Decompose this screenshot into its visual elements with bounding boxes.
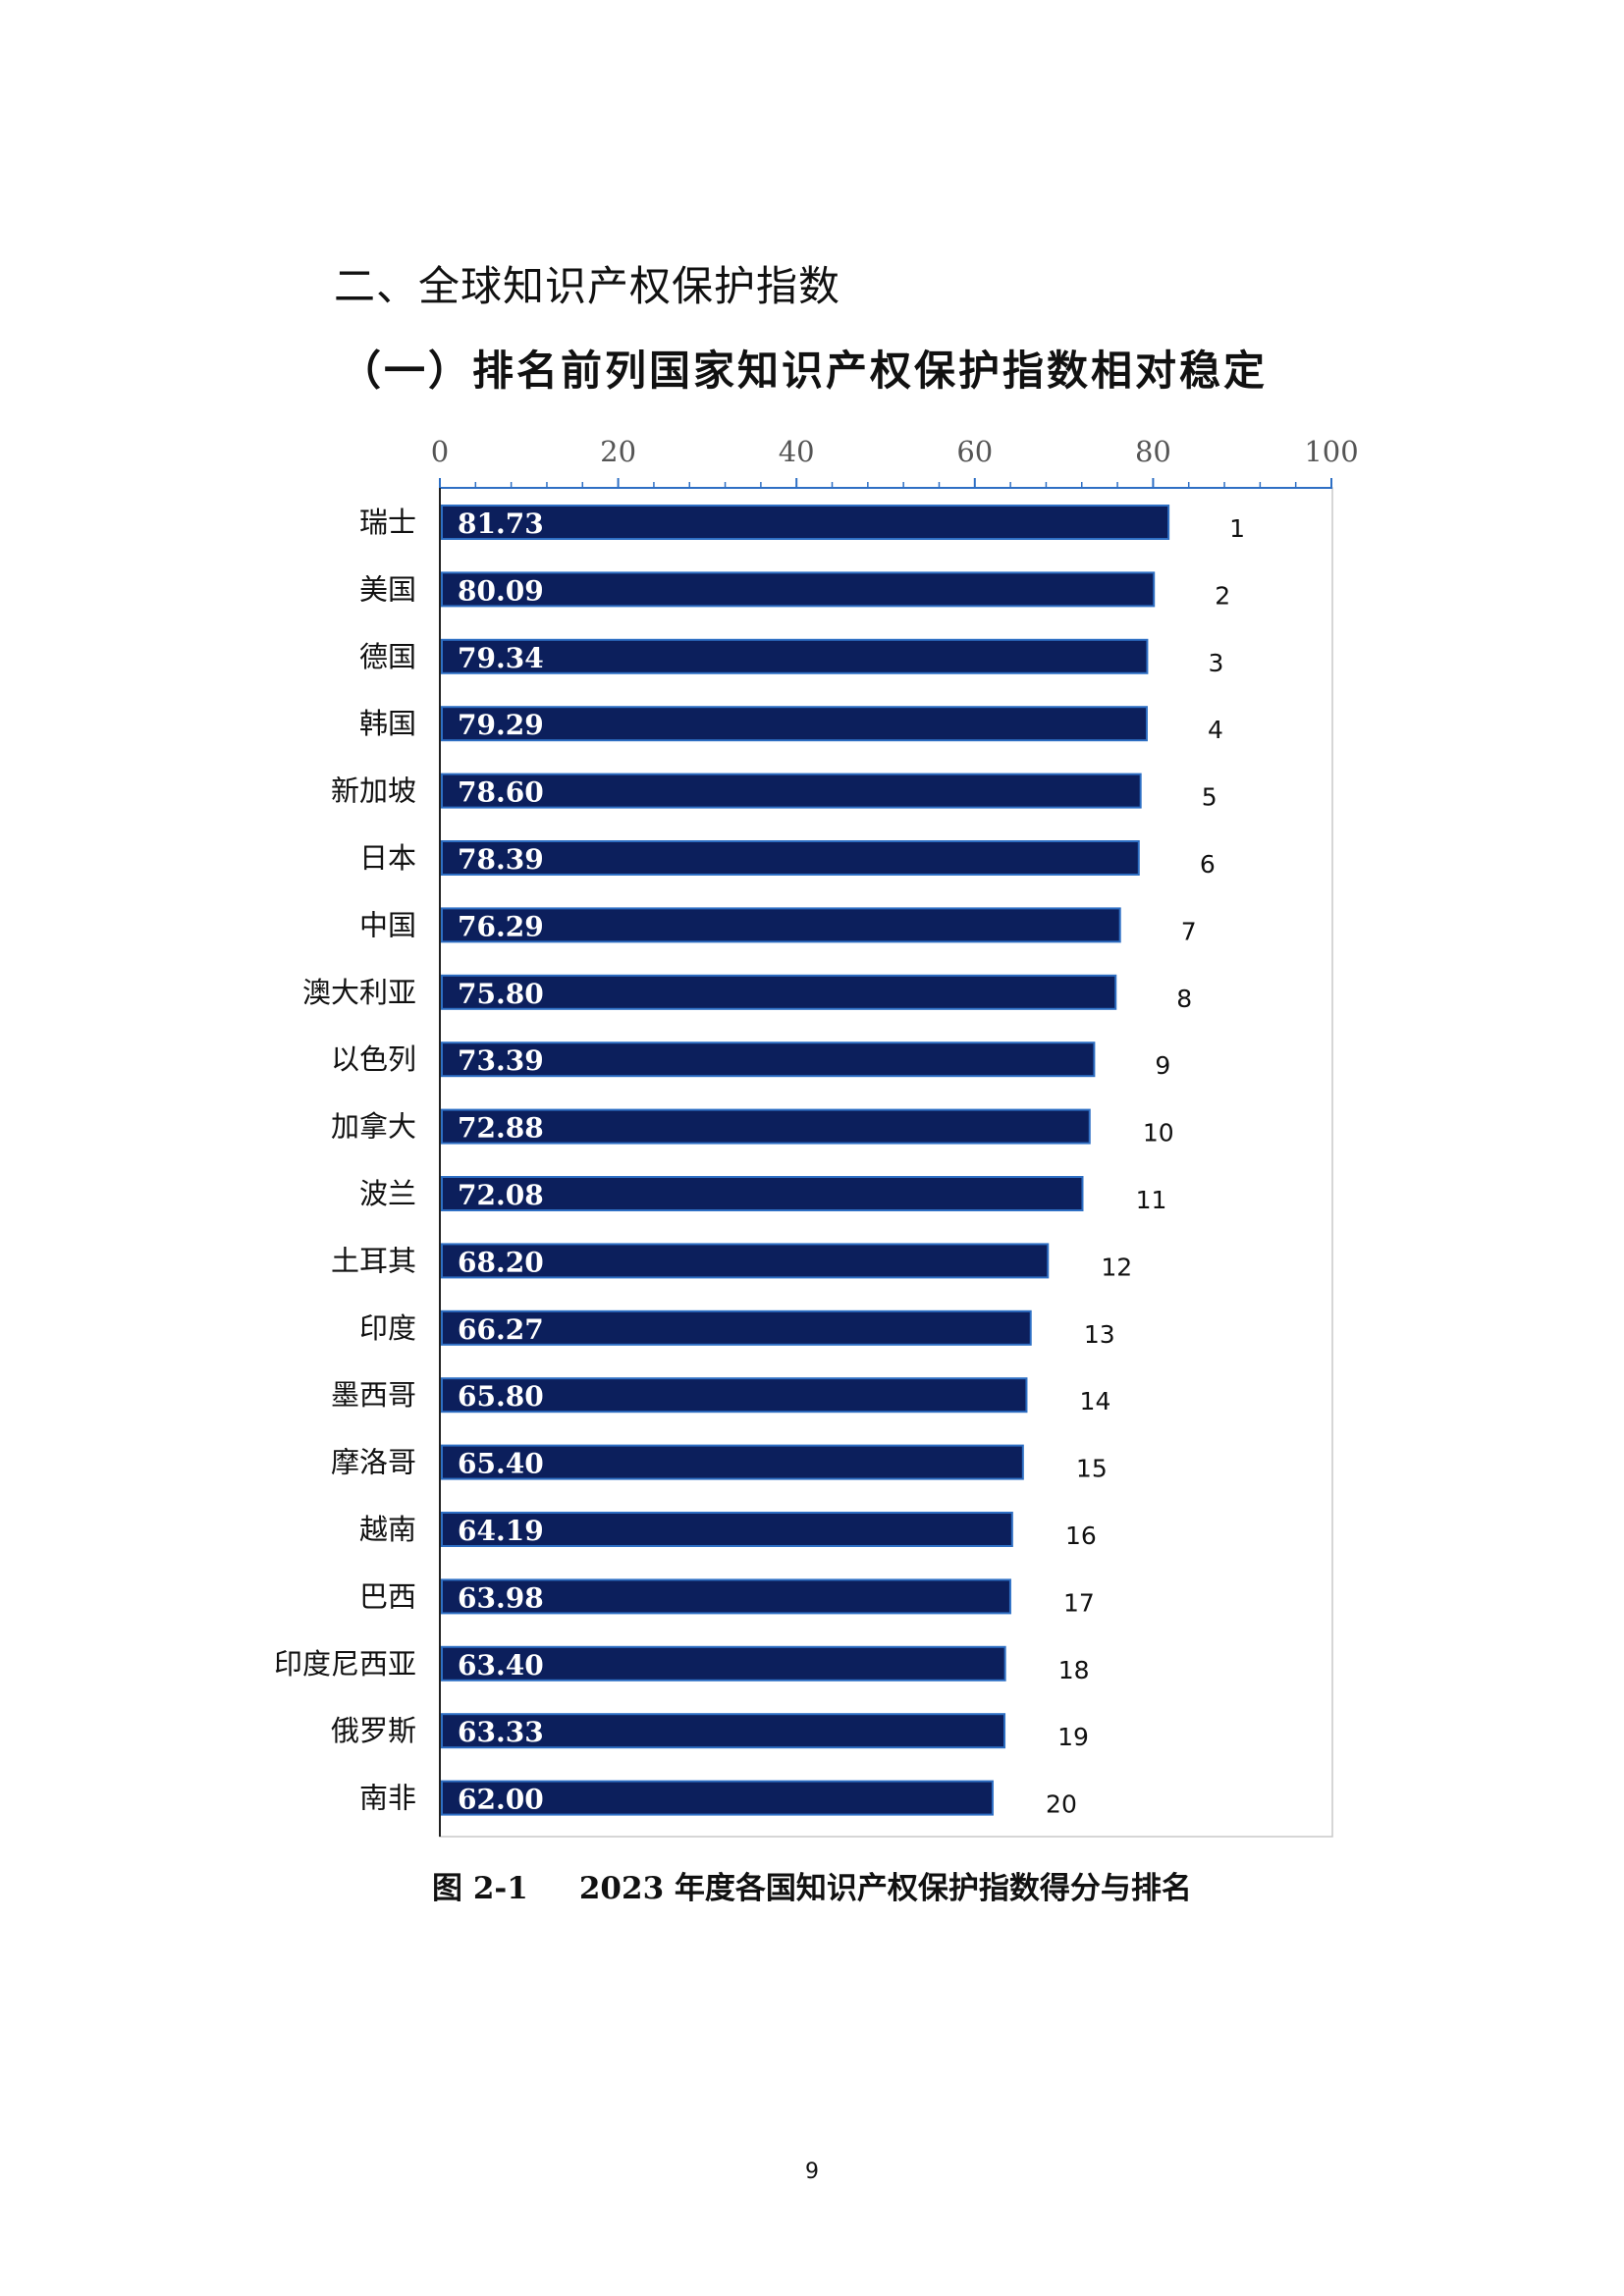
rank-label: 19 — [1057, 1723, 1089, 1751]
bar — [441, 1780, 994, 1816]
bar — [441, 840, 1140, 876]
section-heading: 二、全球知识产权保护指数 — [334, 262, 841, 310]
value-label: 72.88 — [458, 1112, 544, 1145]
rank-label: 10 — [1143, 1119, 1174, 1148]
value-label: 78.39 — [458, 843, 544, 876]
value-label: 64.19 — [458, 1515, 544, 1547]
value-label: 65.40 — [458, 1448, 544, 1480]
rank-label: 13 — [1084, 1320, 1115, 1349]
value-label: 79.34 — [458, 642, 544, 674]
bar — [441, 1713, 1006, 1749]
rank-label: 2 — [1215, 581, 1230, 610]
rank-label: 7 — [1181, 917, 1197, 945]
bar — [441, 1309, 1032, 1346]
rank-label: 17 — [1063, 1588, 1095, 1617]
x-tick-label: 20 — [600, 435, 636, 468]
bar — [441, 1377, 1028, 1414]
rank-label: 1 — [1229, 514, 1245, 543]
bar — [441, 1645, 1006, 1682]
category-label: 土耳其 — [331, 1244, 416, 1277]
category-label: 以色列 — [331, 1042, 416, 1076]
category-label: 美国 — [359, 572, 416, 606]
category-label: 新加坡 — [331, 774, 416, 808]
x-tick-label: 80 — [1135, 435, 1171, 468]
bar — [441, 907, 1121, 943]
x-tick-label: 60 — [956, 435, 993, 468]
value-label: 76.29 — [458, 910, 544, 942]
category-label: 日本 — [359, 841, 416, 875]
plot-area-border — [439, 487, 1333, 1838]
category-label: 巴西 — [359, 1579, 416, 1613]
category-label: 瑞士 — [359, 506, 416, 539]
category-label: 印度尼西亚 — [274, 1647, 416, 1681]
value-label: 81.73 — [458, 507, 544, 540]
bar — [441, 773, 1142, 809]
bar — [441, 974, 1117, 1010]
category-label: 摩洛哥 — [331, 1446, 416, 1479]
rank-label: 8 — [1176, 985, 1192, 1013]
bar — [441, 1578, 1011, 1615]
subsection-heading: （一）排名前列国家知识产权保护指数相对稳定 — [340, 347, 1269, 395]
bar — [441, 706, 1148, 742]
value-label: 72.08 — [458, 1179, 544, 1211]
x-tick-label: 0 — [431, 435, 449, 468]
value-label: 63.98 — [458, 1581, 544, 1614]
figure-title: 2023 年度各国知识产权保护指数得分与排名 — [578, 1871, 1192, 1906]
bar — [441, 1243, 1050, 1279]
rank-label: 16 — [1065, 1522, 1097, 1550]
bar — [441, 505, 1170, 540]
value-label: 62.00 — [458, 1784, 544, 1816]
bar — [441, 638, 1149, 674]
rank-label: 9 — [1155, 1051, 1170, 1080]
category-label: 韩国 — [359, 707, 416, 740]
page-number: 9 — [805, 2160, 819, 2184]
rank-label: 11 — [1136, 1186, 1167, 1214]
rank-label: 6 — [1200, 850, 1216, 879]
value-label: 63.40 — [458, 1649, 544, 1682]
value-label: 75.80 — [458, 978, 544, 1010]
figure-number: 图 2-1 — [432, 1871, 528, 1906]
rank-label: 5 — [1202, 783, 1218, 812]
value-label: 63.33 — [458, 1716, 544, 1748]
rank-label: 12 — [1101, 1253, 1132, 1281]
bar — [441, 1512, 1013, 1547]
category-label: 澳大利亚 — [302, 976, 416, 1009]
value-label: 80.09 — [458, 574, 544, 607]
category-label: 印度 — [359, 1311, 416, 1345]
bar — [441, 1041, 1096, 1078]
value-label: 66.27 — [458, 1313, 544, 1346]
value-label: 68.20 — [458, 1246, 544, 1278]
bar — [441, 1108, 1091, 1145]
bar-series: 瑞士 81.73 1 美国 80.09 2 德国 79.34 3 韩国 79.29 4 新加坡 78.60… — [274, 505, 1245, 1819]
rank-label: 15 — [1076, 1455, 1108, 1483]
category-label: 俄罗斯 — [331, 1714, 416, 1747]
category-label: 中国 — [359, 908, 416, 941]
category-label: 德国 — [359, 640, 416, 673]
rank-label: 3 — [1208, 649, 1223, 677]
figure-caption: 图 2-1 2023 年度各国知识产权保护指数得分与排名 — [0, 1863, 1624, 1907]
category-label: 墨西哥 — [331, 1378, 416, 1412]
category-label: 加拿大 — [331, 1110, 416, 1144]
value-label: 79.29 — [458, 709, 544, 741]
category-label: 波兰 — [359, 1177, 416, 1210]
x-axis: 0 20 40 60 80 100 — [431, 435, 1359, 1837]
value-label: 65.80 — [458, 1380, 544, 1413]
value-label: 73.39 — [458, 1044, 544, 1077]
value-label: 78.60 — [458, 776, 544, 809]
bar — [441, 1444, 1024, 1480]
category-label: 南非 — [359, 1782, 416, 1815]
rank-label: 20 — [1046, 1790, 1077, 1819]
rank-label: 4 — [1208, 716, 1223, 744]
category-label: 越南 — [359, 1513, 416, 1546]
bar — [441, 571, 1156, 608]
rank-label: 18 — [1058, 1656, 1090, 1684]
rank-label: 14 — [1080, 1387, 1111, 1415]
x-tick-label: 100 — [1304, 435, 1358, 468]
bar — [441, 1176, 1084, 1211]
x-tick-label: 40 — [779, 435, 815, 468]
ranking-bar-chart: 0 20 40 60 80 100 瑞士 81.73 1 美国 80.09 2 德国 79.34 3 韩国 7… — [274, 435, 1359, 1838]
